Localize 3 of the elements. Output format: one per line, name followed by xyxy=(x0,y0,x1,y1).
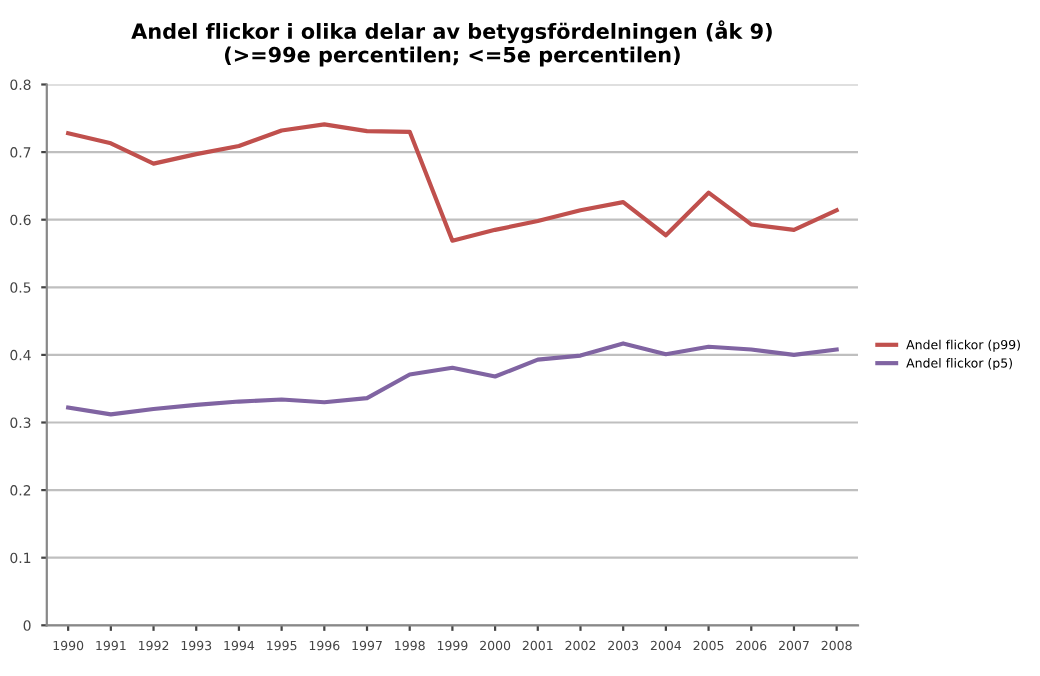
chart-title: Andel flickor i olika delar av betygsfördelningen (åk 9) (>=99e percentilen; <=5e percentilen) xyxy=(131,20,772,67)
line-series xyxy=(66,341,839,417)
line-series xyxy=(66,122,839,243)
